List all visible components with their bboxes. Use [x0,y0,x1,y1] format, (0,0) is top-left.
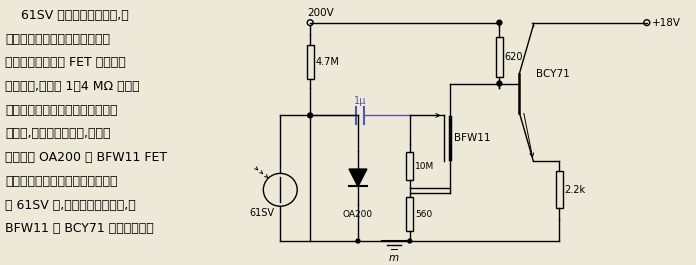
Text: 10M: 10M [416,162,434,171]
Text: BFW11: BFW11 [454,133,490,143]
Text: 加电时,会出现瞬时高压,所以利: 加电时,会出现瞬时高压,所以利 [6,127,111,140]
Text: m: m [389,253,399,263]
Text: 61SV: 61SV [250,208,275,218]
Text: 件 61SV 时,光信号变为电信号,经: 件 61SV 时,光信号变为电信号,经 [6,198,136,211]
Bar [307,45,314,79]
Text: 管起保护作用。当光照射到光电元: 管起保护作用。当光照射到光电元 [6,175,118,188]
Text: 1μ: 1μ [354,96,366,106]
Text: 4.7M: 4.7M [315,57,340,67]
Text: 用二极管 OA200 对 BFW11 FET: 用二极管 OA200 对 BFW11 FET [6,151,168,164]
Text: 用于不致冷红外检波器的通用放: 用于不致冷红外检波器的通用放 [6,33,111,46]
Text: 560: 560 [416,210,432,219]
Text: 2.2k: 2.2k [564,185,586,195]
Text: 200V: 200V [307,8,334,18]
Circle shape [497,20,502,25]
Text: +18V: +18V [651,18,681,28]
Circle shape [356,239,360,243]
Text: OA200: OA200 [343,210,373,219]
Text: 61SV 为硫化铅光电元件,应: 61SV 为硫化铅光电元件,应 [6,9,129,22]
Text: BFW11 和 BCY71 放大后输出。: BFW11 和 BCY71 放大后输出。 [6,222,154,235]
Bar [406,197,413,231]
Bar [496,37,503,77]
Circle shape [408,239,412,243]
Text: 大器。第一级采用 FET 管以提高: 大器。第一级采用 FET 管以提高 [6,56,126,69]
Text: 光电元件相匹配。因为光电元件在: 光电元件相匹配。因为光电元件在 [6,104,118,117]
Circle shape [497,81,502,86]
Text: BCY71: BCY71 [536,69,570,79]
Circle shape [308,113,313,118]
Bar [555,171,562,208]
Text: 620: 620 [505,52,523,62]
Text: 输入阻抗,与具有 1～4 MΩ 电阻的: 输入阻抗,与具有 1～4 MΩ 电阻的 [6,80,140,93]
Polygon shape [349,169,367,187]
Bar [406,152,413,180]
